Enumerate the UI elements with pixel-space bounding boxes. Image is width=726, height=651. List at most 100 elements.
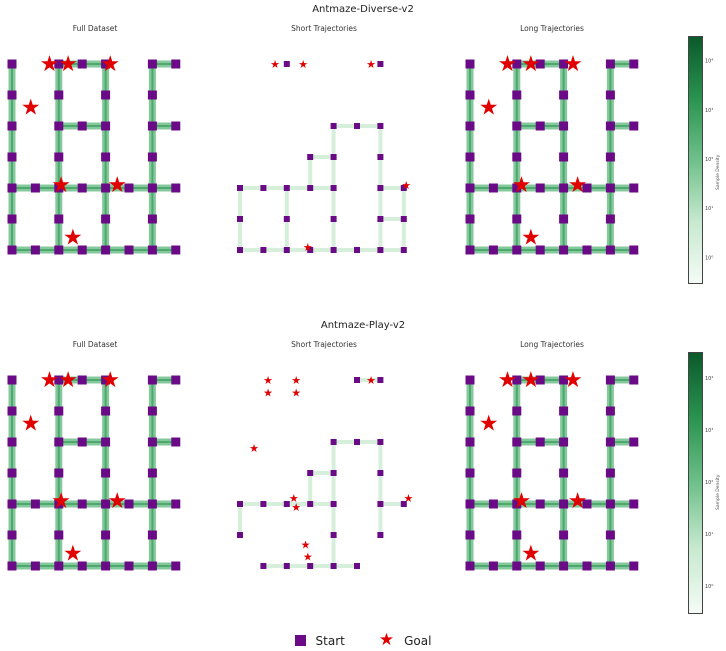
- start-marker: [101, 561, 111, 571]
- start-marker: [30, 561, 40, 571]
- start-marker: [465, 375, 475, 385]
- start-marker: [171, 121, 181, 131]
- start-marker: [559, 183, 569, 193]
- start-marker: [77, 245, 87, 255]
- start-marker: [330, 185, 337, 191]
- colorbar-tick-0: 10⁴: [705, 59, 713, 65]
- goal-marker: ★: [498, 368, 518, 393]
- start-marker: [465, 59, 475, 69]
- start-marker: [260, 247, 267, 253]
- start-marker: [605, 90, 615, 100]
- legend-start: Start: [294, 634, 345, 648]
- start-marker: [465, 183, 475, 193]
- start-marker: [605, 406, 615, 416]
- start-marker: [377, 532, 384, 538]
- start-marker: [559, 375, 569, 385]
- start-marker: [77, 561, 87, 571]
- start-marker: [559, 59, 569, 69]
- goal-marker: ★: [303, 551, 313, 564]
- start-marker: [101, 214, 111, 224]
- start-marker: [171, 59, 181, 69]
- legend-goal: ★ Goal: [379, 632, 432, 649]
- start-marker: [7, 121, 17, 131]
- start-marker: [465, 561, 475, 571]
- start-marker: [465, 214, 475, 224]
- colorbar-tick-0: 10⁰: [705, 255, 713, 261]
- start-marker: [605, 59, 615, 69]
- start-marker: [171, 245, 181, 255]
- start-marker: [147, 437, 157, 447]
- goal-marker: ★: [270, 58, 280, 71]
- start-marker: [559, 530, 569, 540]
- start-marker-icon: [294, 635, 306, 646]
- goal-marker: ★: [100, 52, 120, 77]
- goal-marker: ★: [40, 52, 60, 77]
- goal-marker: ★: [249, 442, 259, 455]
- start-marker: [512, 406, 522, 416]
- start-marker: [54, 561, 64, 571]
- panel-0-1: ★ ★ ★ ★ ★: [237, 58, 411, 254]
- start-marker: [237, 501, 243, 507]
- start-marker: [54, 468, 64, 478]
- start-marker: [512, 530, 522, 540]
- start-marker: [354, 439, 360, 445]
- start-marker: [465, 437, 475, 447]
- start-marker: [283, 247, 290, 253]
- start-marker: [260, 185, 267, 191]
- start-marker: [559, 468, 569, 478]
- start-marker: [54, 530, 64, 540]
- start-marker: [535, 561, 545, 571]
- start-marker: [512, 183, 522, 193]
- goal-marker: ★: [58, 368, 78, 393]
- start-marker: [7, 530, 17, 540]
- start-marker: [171, 561, 181, 571]
- goal-marker: ★: [303, 241, 313, 254]
- start-marker: [101, 121, 111, 131]
- start-marker: [535, 245, 545, 255]
- start-marker: [629, 183, 639, 193]
- start-marker: [307, 501, 314, 507]
- start-marker: [465, 152, 475, 162]
- start-marker: [377, 123, 384, 129]
- start-marker: [330, 154, 337, 160]
- goal-marker: ★: [301, 538, 311, 551]
- start-marker: [377, 247, 384, 253]
- start-marker: [77, 121, 87, 131]
- legend: Start ★ Goal: [0, 632, 726, 649]
- start-marker: [7, 561, 17, 571]
- start-marker: [512, 499, 522, 509]
- start-marker: [101, 468, 111, 478]
- start-marker: [605, 530, 615, 540]
- start-marker: [330, 563, 337, 569]
- start-marker: [124, 245, 134, 255]
- start-marker: [77, 59, 87, 69]
- start-marker: [7, 245, 17, 255]
- start-marker: [77, 183, 87, 193]
- colorbar-tick-0: 10¹: [705, 206, 713, 212]
- goal-marker: ★: [263, 374, 273, 387]
- start-marker: [7, 59, 17, 69]
- start-marker: [307, 247, 314, 253]
- start-marker: [54, 152, 64, 162]
- colorbar-tick-0: 10³: [705, 108, 713, 114]
- start-marker: [54, 437, 64, 447]
- start-marker: [488, 183, 498, 193]
- start-marker: [330, 532, 337, 538]
- start-marker: [101, 406, 111, 416]
- start-marker: [512, 561, 522, 571]
- colorbar-tick-1: 10³: [705, 428, 713, 434]
- start-marker: [512, 437, 522, 447]
- start-marker: [512, 214, 522, 224]
- panel-title-play-long: Long Trajectories: [520, 340, 584, 349]
- start-marker: [30, 245, 40, 255]
- start-marker: [30, 499, 40, 509]
- start-marker: [629, 121, 639, 131]
- start-marker: [7, 375, 17, 385]
- panel-title-play-full: Full Dataset: [72, 340, 118, 349]
- goal-marker: ★: [40, 368, 60, 393]
- start-marker: [7, 90, 17, 100]
- start-marker: [535, 437, 545, 447]
- start-marker: [629, 375, 639, 385]
- start-marker: [629, 499, 639, 509]
- start-marker: [54, 245, 64, 255]
